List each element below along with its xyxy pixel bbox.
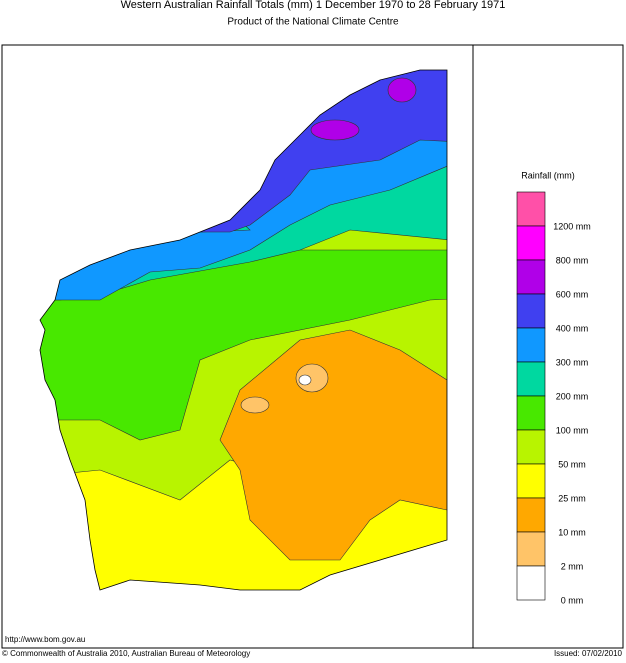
legend-label: 200 mm [556,391,589,401]
legend-swatch [516,565,546,601]
legend-label: 1200 mm [553,221,591,231]
legend-swatch [516,191,546,227]
legend-label: 100 mm [556,425,589,435]
legend-title: Rainfall (mm) [521,170,575,180]
legend-label: 400 mm [556,323,589,333]
legend-swatch [516,463,546,499]
legend-swatch [516,531,546,567]
legend-label: 25 mm [558,493,586,503]
legend-label: 10 mm [558,527,586,537]
legend-label: 300 mm [556,357,589,367]
legend-label: 0 mm [561,595,584,605]
footer-url: http://www.bom.gov.au [5,635,85,644]
legend-swatch [516,259,546,295]
state-outline [39,69,448,591]
legend: 1200 mm 800 mm 600 mm 400 mm 300 mm 200 mm 100… [516,191,591,605]
legend-label: 800 mm [556,255,589,265]
legend-swatch [516,293,546,329]
legend-label: 600 mm [556,289,589,299]
copyright: © Commonwealth of Australia 2010, Austra… [2,649,250,658]
issued: Issued: 07/02/2010 [554,649,623,658]
title: Western Australian Rainfall Totals (mm) … [121,0,506,11]
legend-swatch [516,395,546,431]
legend-swatch [516,361,546,397]
legend-swatch [516,225,546,261]
legend-label: 2 mm [561,561,584,571]
legend-swatch [516,429,546,465]
legend-swatch [516,327,546,363]
legend-label: 50 mm [558,459,586,469]
frame [1,44,624,649]
subtitle: Product of the National Climate Centre [227,17,399,28]
legend-swatch [516,497,546,533]
